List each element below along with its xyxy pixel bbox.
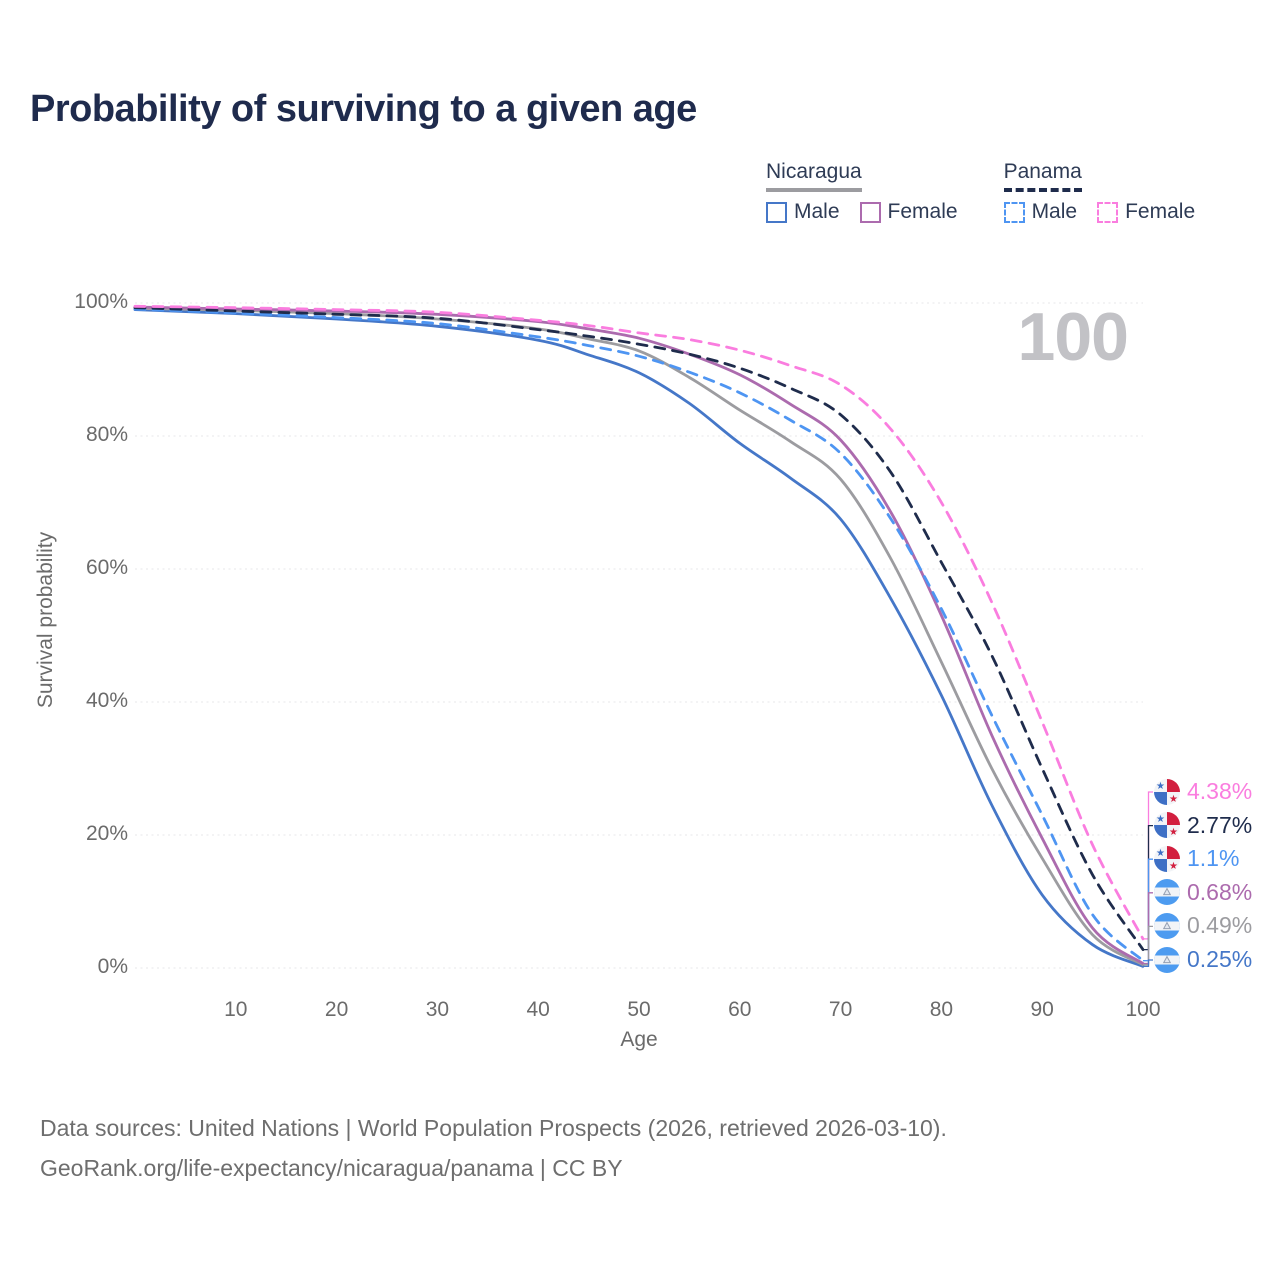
- legend-swatch: [859, 201, 881, 223]
- y-tick-0: 0%: [97, 955, 128, 978]
- end-label-value: 2.77%: [1187, 811, 1253, 838]
- end-label-value: 1.1%: [1187, 845, 1240, 872]
- legend-entry-nicaragua-male[interactable]: Male: [766, 200, 840, 224]
- legend-swatch: [766, 201, 787, 223]
- data-sources-line2: GeoRank.org/life-expectancy/nicaragua/pa…: [40, 1155, 623, 1181]
- y-tick-20: 20%: [85, 822, 128, 845]
- y-tick-80: 80%: [85, 423, 128, 446]
- nicaragua-flag-icon: [1154, 912, 1180, 939]
- x-tick-40: 40: [526, 998, 550, 1021]
- end-label-value: 4.38%: [1187, 778, 1253, 804]
- x-tick-10: 10: [224, 998, 248, 1021]
- legend: Nicaragua Male Female Panama Male Female: [766, 160, 1195, 224]
- x-tick-60: 60: [728, 998, 752, 1021]
- y-tick-40: 40%: [85, 689, 128, 712]
- svg-text:★: ★: [1156, 814, 1165, 825]
- y-tick-100: 100%: [74, 290, 128, 313]
- end-label-value: 0.68%: [1187, 878, 1253, 905]
- legend-entry-label: Male: [794, 200, 840, 223]
- nicaragua-flag-icon: [1154, 879, 1180, 906]
- legend-entry-panama-male[interactable]: Male: [1003, 200, 1078, 224]
- end-label-value: 0.49%: [1187, 912, 1253, 939]
- svg-text:★: ★: [1169, 827, 1178, 838]
- panama-flag-icon: ★★: [1154, 845, 1180, 872]
- end-label-value: 0.25%: [1187, 946, 1253, 972]
- curve-nicaragua[interactable]: [133, 306, 1145, 967]
- x-axis-title: Age: [620, 1028, 658, 1051]
- end-label-panama-female: ★ ★ 4.38%: [1154, 778, 1252, 805]
- age-watermark: 100: [1017, 299, 1129, 375]
- svg-text:★: ★: [1156, 848, 1165, 859]
- nicaragua-flag-icon: [1154, 946, 1180, 973]
- legend-group-title: Nicaragua: [766, 160, 862, 192]
- legend-entry-nicaragua-female[interactable]: Female: [859, 200, 958, 224]
- data-sources-line1: Data sources: United Nations | World Pop…: [40, 1115, 947, 1141]
- y-axis-title: Survival probability: [34, 531, 57, 709]
- svg-text:★: ★: [1169, 861, 1178, 872]
- data-sources: Data sources: United Nations | World Pop…: [40, 1108, 947, 1188]
- svg-text:★: ★: [1169, 794, 1178, 805]
- x-tick-90: 90: [1030, 998, 1054, 1021]
- curve-panama[interactable]: [133, 306, 1145, 951]
- x-tick-20: 20: [324, 998, 349, 1021]
- end-label-connector: [1143, 959, 1153, 967]
- curve-nicaragua-female[interactable]: [133, 305, 1145, 965]
- panama-flag-icon: ★★: [1154, 778, 1180, 805]
- page-title: Probability of surviving to a given age: [30, 88, 697, 130]
- end-label-nicaragua: 0.49%: [1154, 912, 1252, 939]
- svg-text:★: ★: [1156, 781, 1165, 792]
- legend-group-nicaragua: Nicaragua Male Female: [766, 160, 958, 224]
- end-label-connector: [1143, 925, 1153, 966]
- x-tick-80: 80: [929, 998, 954, 1021]
- curve-nicaragua-male[interactable]: [133, 308, 1145, 968]
- legend-group-title: Panama: [1003, 160, 1082, 192]
- legend-entry-label: Female: [1125, 200, 1196, 223]
- curve-panama-male[interactable]: [133, 307, 1145, 963]
- x-tick-100: 100: [1125, 998, 1161, 1021]
- end-label-panama: ★ ★ 2.77%: [1154, 812, 1252, 839]
- end-label-nicaragua-female: 0.68%: [1154, 879, 1252, 906]
- x-tick-50: 50: [627, 998, 651, 1021]
- legend-swatch: [1003, 201, 1025, 223]
- curve-panama-female[interactable]: [133, 304, 1145, 941]
- legend-entry-panama-female[interactable]: Female: [1097, 200, 1195, 224]
- y-tick-60: 60%: [85, 556, 128, 579]
- end-label-panama-male: ★ ★ 1.1%: [1154, 845, 1239, 872]
- x-tick-30: 30: [425, 998, 450, 1021]
- legend-entry-label: Male: [1031, 200, 1078, 223]
- panama-flag-icon: ★★: [1154, 812, 1180, 839]
- legend-group-panama: Panama Male Female: [1003, 160, 1195, 224]
- legend-swatch: [1097, 201, 1119, 223]
- x-tick-70: 70: [828, 998, 853, 1021]
- end-label-nicaragua-male: 0.25%: [1154, 946, 1252, 973]
- legend-entry-label: Female: [887, 200, 958, 223]
